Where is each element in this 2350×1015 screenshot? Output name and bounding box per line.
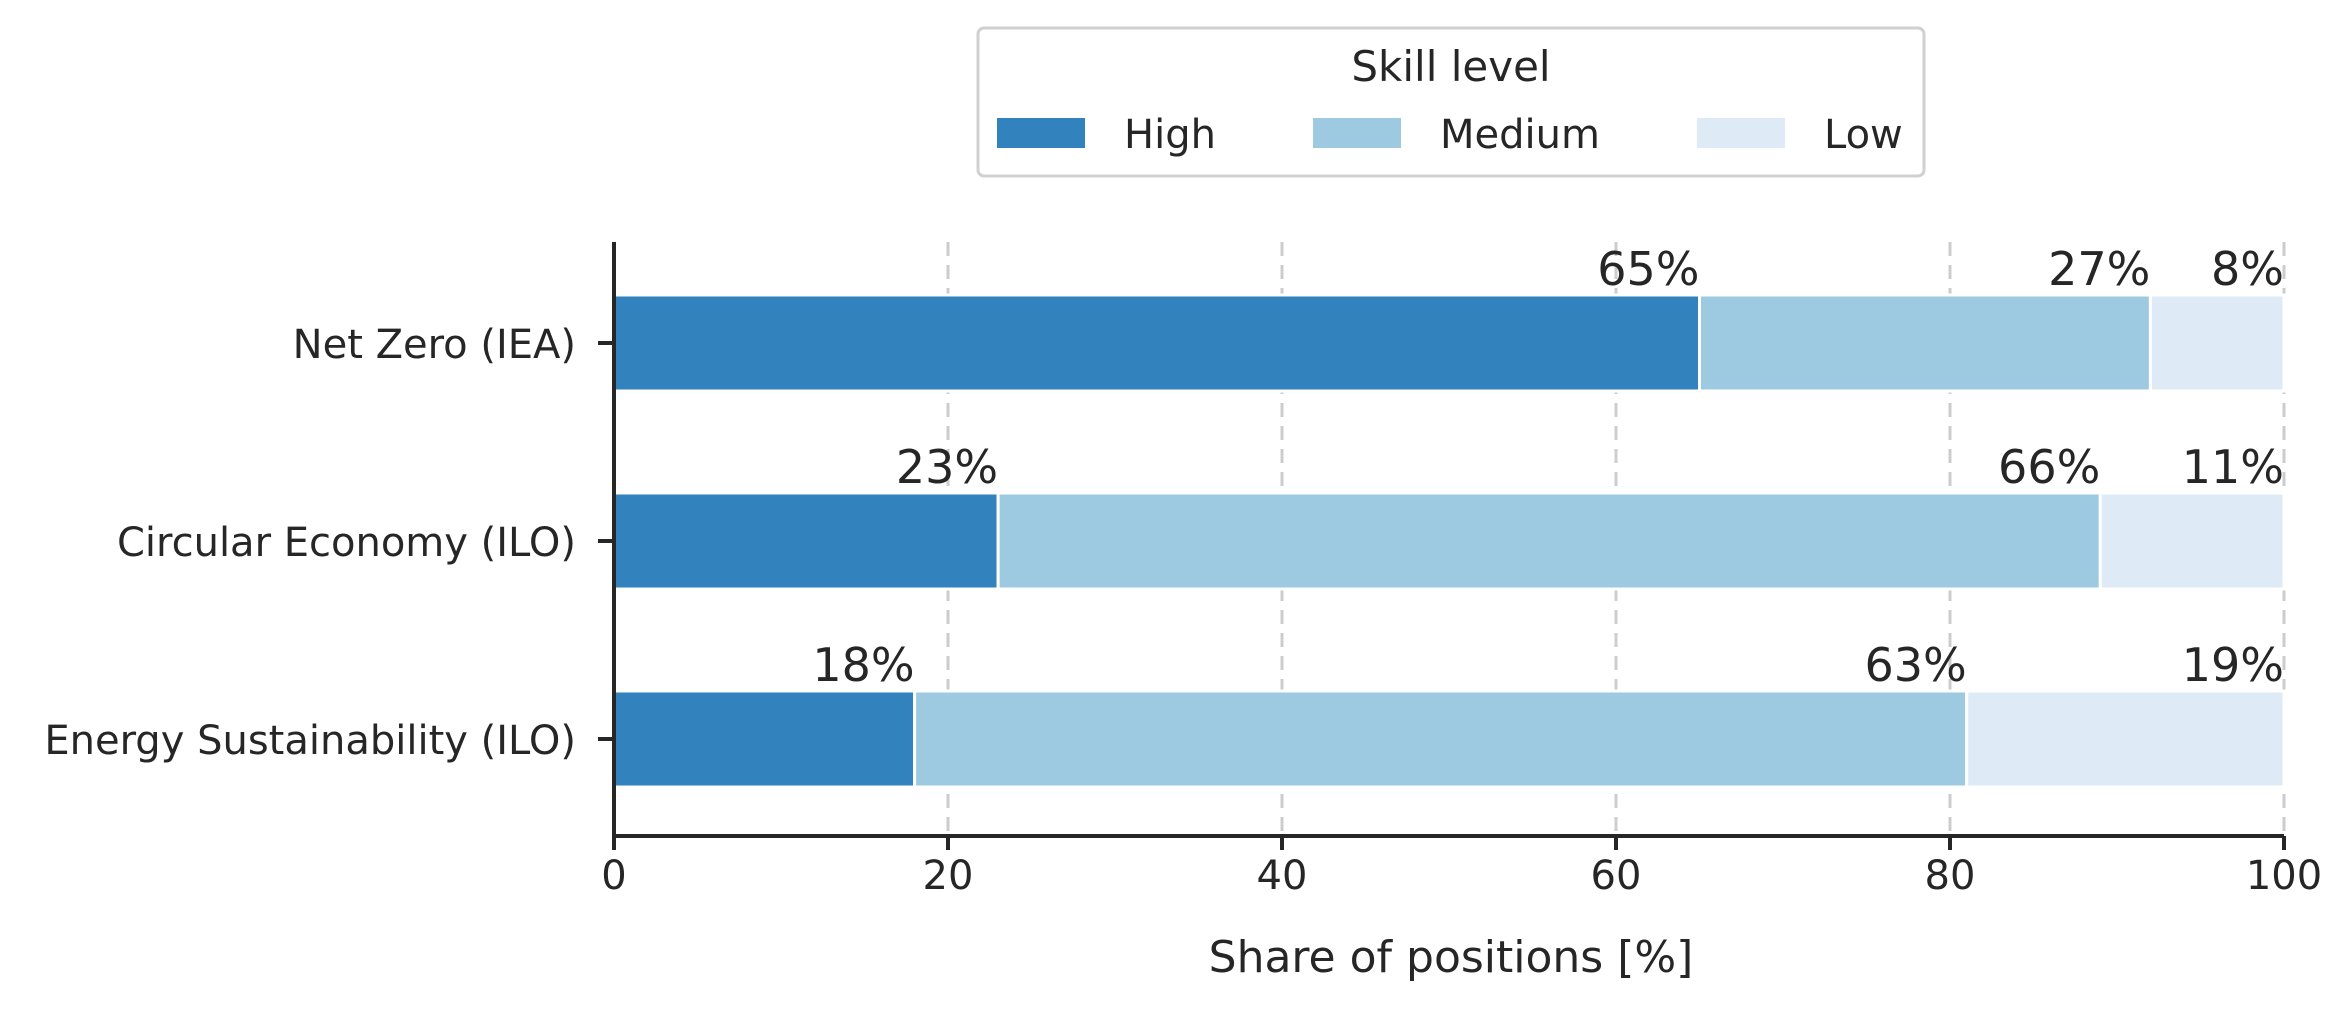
- x-tick-label: 80: [1925, 853, 1976, 899]
- legend-title: Skill level: [1351, 42, 1550, 91]
- x-tick-label: 40: [1257, 853, 1308, 899]
- bar-segment-high: [612, 689, 917, 789]
- legend: Skill level High Medium Low: [976, 26, 1926, 178]
- legend-swatch-high: [997, 118, 1085, 148]
- bar-segment-medium: [1698, 293, 2152, 393]
- bar-segment-low: [2148, 293, 2286, 393]
- data-label: 65%: [1597, 242, 1699, 296]
- bar-segment-medium: [913, 689, 1969, 789]
- data-label: 63%: [1864, 638, 1966, 692]
- data-label: 19%: [2182, 638, 2284, 692]
- x-tick-label: 60: [1591, 853, 1642, 899]
- data-label: 23%: [896, 440, 998, 494]
- x-axis-label: Share of positions [%]: [1209, 932, 1694, 983]
- legend-label-medium: Medium: [1440, 112, 1600, 158]
- data-label: 8%: [2211, 242, 2284, 296]
- data-label: 27%: [2048, 242, 2150, 296]
- legend-swatch-medium: [1313, 118, 1401, 148]
- bars-layer: [612, 293, 2286, 789]
- axes-layer: 0 20 40 60 80 100 Net Zero (IEA) Circular Econo…: [44, 242, 2322, 899]
- data-labels-layer: 65% 27% 8% 23% 66% 11% 18% 63% 19%: [812, 242, 2284, 692]
- bar-segment-medium: [996, 491, 2102, 591]
- bar-segment-low: [2098, 491, 2286, 591]
- y-tick-label: Net Zero (IEA): [293, 322, 576, 368]
- bar-segment-high: [612, 293, 1701, 393]
- bar-segment-high: [612, 491, 1000, 591]
- x-tick-label: 20: [923, 853, 974, 899]
- x-tick-label: 0: [601, 853, 626, 899]
- legend-label-high: High: [1124, 112, 1216, 158]
- data-label: 11%: [2182, 440, 2284, 494]
- bar-segment-low: [1965, 689, 2286, 789]
- y-tick-label: Energy Sustainability (ILO): [44, 718, 576, 764]
- x-tick-label: 100: [2246, 853, 2322, 899]
- legend-swatch-low: [1697, 118, 1785, 148]
- data-label: 66%: [1998, 440, 2100, 494]
- y-tick-label: Circular Economy (ILO): [117, 520, 576, 566]
- data-label: 18%: [812, 638, 914, 692]
- legend-label-low: Low: [1824, 112, 1903, 158]
- legend-frame: [976, 26, 1926, 178]
